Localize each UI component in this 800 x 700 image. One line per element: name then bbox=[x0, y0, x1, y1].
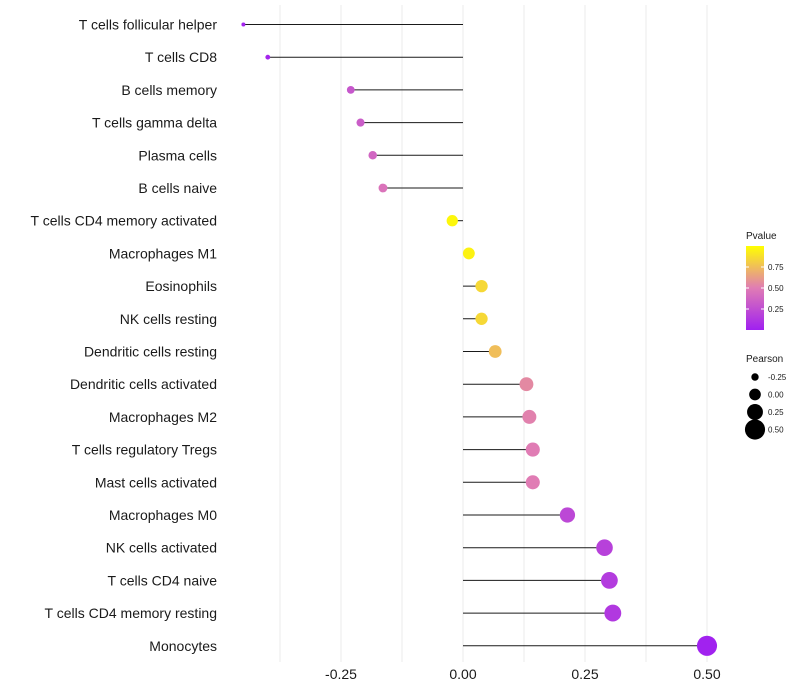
size-legend-label: 0.00 bbox=[768, 391, 784, 400]
point-layer bbox=[241, 22, 718, 656]
category-label: T cells regulatory Tregs bbox=[72, 442, 217, 458]
grid-layer bbox=[279, 5, 708, 662]
category-label: T cells CD8 bbox=[145, 49, 217, 65]
pearson-legend-title: Pearson bbox=[746, 354, 783, 365]
lollipop-point bbox=[596, 539, 613, 556]
lollipop-point bbox=[241, 22, 246, 27]
size-legend-point bbox=[747, 404, 763, 420]
lollipop-point bbox=[601, 572, 618, 589]
size-legend-label: 0.25 bbox=[768, 408, 784, 417]
pvalue-colorbar bbox=[746, 246, 764, 330]
x-axis-ticks: -0.25 0.00 0.25 0.50 bbox=[325, 666, 721, 682]
pearson-legend: Pearson -0.25 0.00 0.25 0.50 bbox=[744, 354, 787, 440]
category-label: B cells memory bbox=[121, 82, 217, 98]
category-label: Macrophages M0 bbox=[109, 507, 217, 523]
category-label: T cells CD4 naive bbox=[108, 572, 218, 588]
lollipop-point bbox=[475, 279, 488, 293]
lollipop-point bbox=[265, 54, 271, 60]
category-label: Plasma cells bbox=[138, 147, 217, 163]
lollipop-point bbox=[356, 118, 365, 127]
size-legend-point bbox=[749, 388, 761, 401]
size-legend-label: 0.50 bbox=[768, 426, 784, 435]
x-tick-label: 0.50 bbox=[693, 666, 720, 682]
category-label: Eosinophils bbox=[145, 278, 217, 294]
category-label: T cells gamma delta bbox=[92, 115, 217, 131]
size-legend-label: -0.25 bbox=[768, 373, 787, 382]
category-label: NK cells activated bbox=[106, 540, 217, 556]
size-legend-point bbox=[751, 373, 759, 381]
lollipop-point bbox=[559, 507, 576, 523]
x-tick-label: 0.25 bbox=[571, 666, 598, 682]
lollipop-point bbox=[462, 247, 475, 260]
lollipop-point bbox=[696, 635, 718, 656]
x-tick-label: 0.00 bbox=[449, 666, 476, 682]
category-label: Dendritic cells activated bbox=[70, 376, 217, 392]
category-label: T cells CD4 memory resting bbox=[45, 605, 217, 621]
stem-layer bbox=[243, 24, 707, 647]
category-label: Macrophages M2 bbox=[109, 409, 217, 425]
colorbar-tick-label: 0.75 bbox=[768, 263, 784, 272]
category-label: T cells CD4 memory activated bbox=[31, 213, 217, 229]
lollipop-point bbox=[519, 377, 534, 392]
lollipop-point bbox=[368, 151, 377, 160]
category-label: B cells naive bbox=[138, 180, 217, 196]
size-legend-point bbox=[744, 419, 766, 440]
category-label: NK cells resting bbox=[120, 311, 217, 327]
category-label: Mast cells activated bbox=[95, 474, 217, 490]
lollipop-point bbox=[525, 442, 540, 457]
lollipop-point bbox=[378, 183, 388, 193]
category-label: Monocytes bbox=[149, 638, 217, 654]
lollipop-point bbox=[475, 312, 488, 325]
lollipop-point bbox=[604, 604, 622, 622]
category-label: Macrophages M1 bbox=[109, 245, 217, 261]
category-labels: T cells follicular helper T cells CD8 B ce… bbox=[31, 17, 218, 654]
lollipop-point bbox=[525, 475, 540, 490]
pvalue-legend-title: Pvalue bbox=[746, 231, 777, 242]
colorbar-tick-label: 0.50 bbox=[768, 284, 784, 293]
x-tick-label: -0.25 bbox=[325, 666, 357, 682]
lollipop-point bbox=[488, 345, 502, 358]
category-label: T cells follicular helper bbox=[79, 17, 218, 33]
lollipop-point bbox=[446, 215, 458, 227]
category-label: Dendritic cells resting bbox=[84, 344, 217, 360]
lollipop-point bbox=[522, 409, 537, 424]
lollipop-point bbox=[346, 86, 355, 94]
pvalue-legend: Pvalue 0.75 0.50 0.25 bbox=[746, 231, 784, 330]
colorbar-tick-label: 0.25 bbox=[768, 305, 784, 314]
